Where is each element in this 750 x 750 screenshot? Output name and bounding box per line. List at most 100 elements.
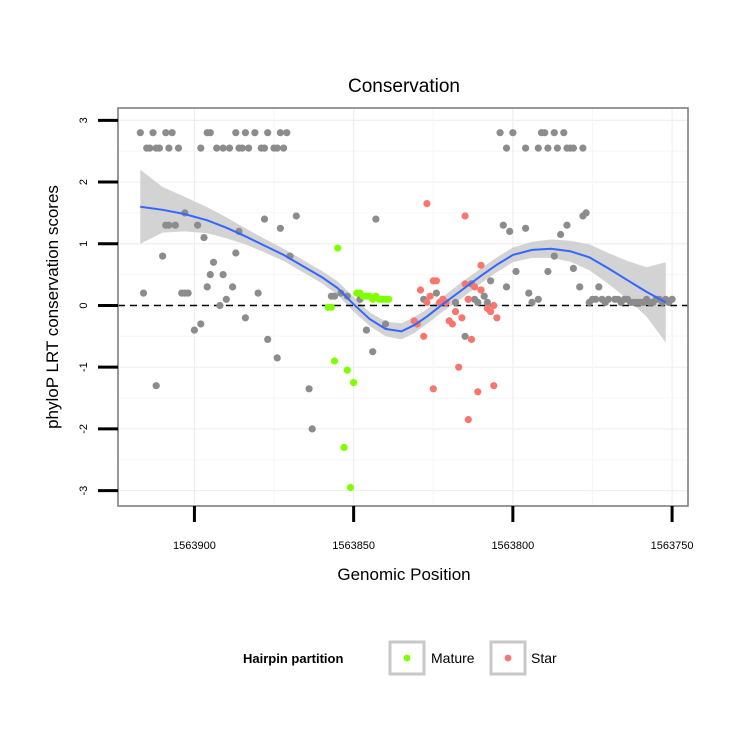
point-other <box>569 264 578 272</box>
point-star <box>420 332 428 340</box>
point-other <box>219 144 227 152</box>
point-other <box>241 314 249 322</box>
point-other <box>152 382 160 390</box>
point-other <box>194 221 202 229</box>
point-mature <box>385 295 393 303</box>
point-other <box>283 129 291 137</box>
point-other <box>502 283 511 291</box>
point-other <box>162 129 170 137</box>
point-star <box>416 286 425 294</box>
point-star <box>490 382 498 390</box>
chart-title: Conservation <box>348 76 460 97</box>
point-other <box>576 283 584 291</box>
point-star <box>429 385 437 393</box>
point-other <box>139 289 148 297</box>
point-other <box>372 215 380 223</box>
point-other <box>245 144 253 152</box>
point-other <box>541 129 549 137</box>
point-other <box>528 298 536 306</box>
x-tick-label: 1563800 <box>491 540 534 552</box>
point-other <box>522 224 530 232</box>
point-other <box>280 144 288 152</box>
point-star <box>451 308 460 316</box>
point-other <box>362 326 370 334</box>
y-tick-label: -2 <box>78 424 90 434</box>
point-star <box>432 277 440 285</box>
legend-title: Hairpin partition <box>243 651 343 666</box>
point-other <box>369 348 377 356</box>
point-other <box>136 129 144 137</box>
point-other <box>159 252 167 260</box>
point-mature <box>346 483 355 492</box>
point-other <box>165 144 173 152</box>
point-other <box>209 258 218 266</box>
point-other <box>232 249 240 257</box>
point-star <box>493 314 501 322</box>
point-other <box>595 283 603 291</box>
smooth-fit-line <box>140 205 667 333</box>
point-mature <box>327 303 335 311</box>
point-other <box>668 295 676 303</box>
point-other <box>184 289 192 297</box>
point-other <box>241 129 249 137</box>
point-other <box>604 295 613 303</box>
point-other <box>502 144 511 152</box>
point-other <box>496 129 504 137</box>
point-other <box>219 271 227 279</box>
point-other <box>557 230 565 239</box>
point-star <box>423 200 431 208</box>
point-other <box>206 271 214 279</box>
y-tick-label: 3 <box>78 117 90 123</box>
point-star <box>461 212 469 220</box>
point-star <box>474 388 482 396</box>
point-other <box>165 221 173 229</box>
point-other <box>480 292 488 300</box>
y-tick-label: 1 <box>78 241 90 247</box>
point-star <box>448 320 456 328</box>
point-other <box>190 326 198 334</box>
y-axis-ticks: -3 -2 -1 0 1 2 3 <box>78 117 118 495</box>
point-other <box>563 221 571 229</box>
other-points <box>136 129 676 433</box>
point-other <box>168 129 176 137</box>
confidence-band-group <box>140 169 666 343</box>
point-other <box>522 144 530 152</box>
point-other <box>251 129 259 137</box>
point-other <box>229 283 237 291</box>
point-other <box>553 144 562 152</box>
point-other <box>197 320 205 328</box>
point-star <box>487 308 495 316</box>
point-star <box>467 335 476 343</box>
point-other <box>512 267 520 276</box>
point-other <box>305 385 313 393</box>
x-tick-label: 1563900 <box>173 540 216 552</box>
point-other <box>213 144 221 152</box>
point-star <box>471 283 479 291</box>
point-other <box>222 295 230 303</box>
point-other <box>544 144 552 152</box>
point-other <box>432 289 440 297</box>
point-other <box>461 332 469 340</box>
point-other <box>225 144 234 152</box>
point-other <box>171 221 179 229</box>
legend-label-mature: Mature <box>431 650 475 666</box>
point-star <box>490 301 498 310</box>
point-other <box>483 298 491 306</box>
confidence-band <box>140 169 666 343</box>
plot-border <box>117 107 689 507</box>
point-other <box>276 224 284 232</box>
point-other <box>451 298 460 306</box>
point-other <box>238 144 246 152</box>
smooth-line-group <box>140 205 667 333</box>
point-other <box>155 144 163 152</box>
point-star <box>464 416 472 424</box>
point-other <box>254 289 262 297</box>
x-tick-label: 1563850 <box>332 540 375 552</box>
point-star <box>423 298 431 306</box>
legend: Hairpin partition Mature Star <box>243 640 557 676</box>
point-other <box>232 129 240 137</box>
y-tick-label: -1 <box>78 362 90 372</box>
point-other <box>146 144 154 152</box>
